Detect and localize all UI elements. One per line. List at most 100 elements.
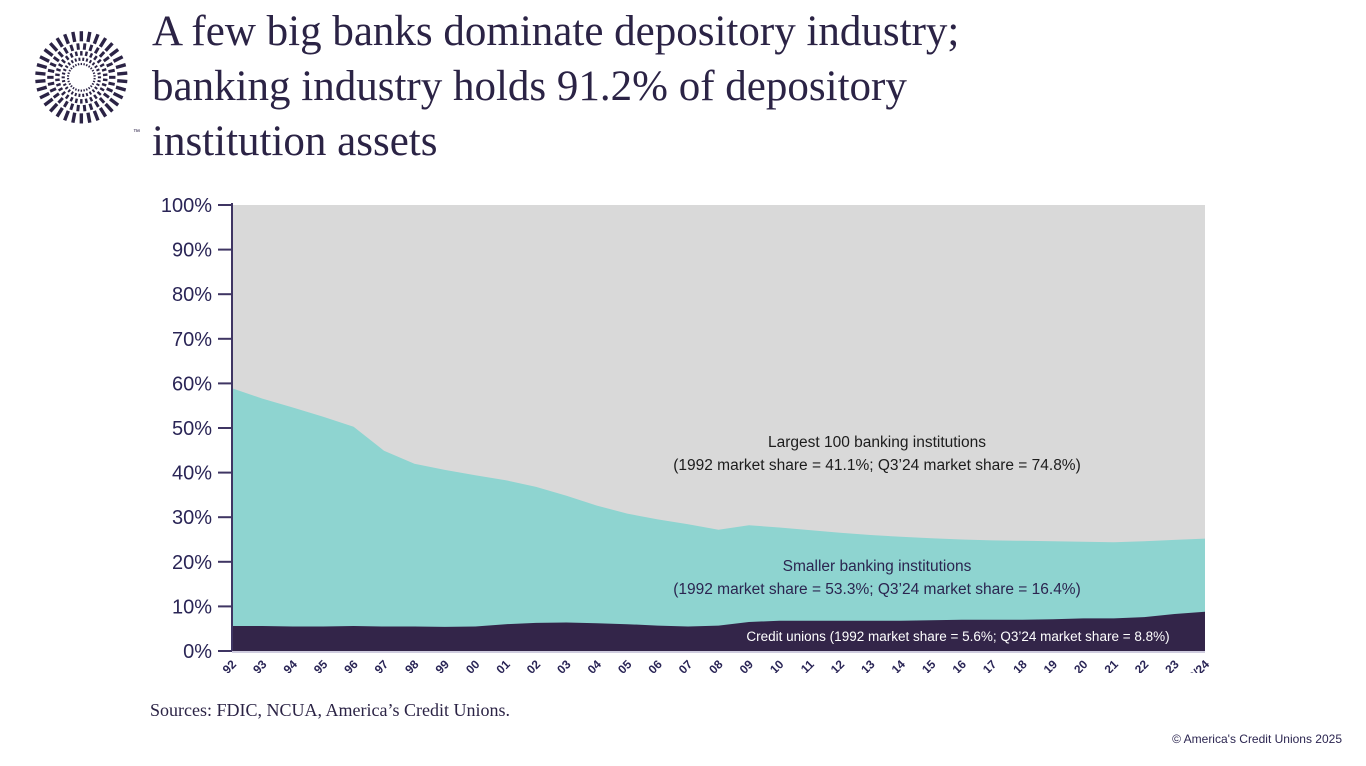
logo-dash [99,87,105,92]
logo-dash [67,72,70,75]
logo-dash [68,82,72,86]
x-axis-label: 98 [402,657,422,673]
logo-dash [35,78,46,84]
logo-dash [112,55,124,63]
logo-dash [85,92,89,97]
logo-dash [70,91,74,95]
logo-dash [61,79,66,83]
logo-dash [89,67,93,70]
x-axis-label: 93 [250,657,270,673]
logo-dash [48,42,59,52]
annotation-largest-banks-name: Largest 100 banking institutions [767,434,986,451]
y-axis-label: 50% [172,418,212,440]
logo-dash [71,112,77,123]
logo-dash [62,83,67,87]
annotation-credit-unions-text: Credit unions (1992 market share = 5.6%;… [746,629,1170,644]
logo-dash [99,63,105,68]
logo-dash [91,82,95,86]
logo-dash [55,68,62,72]
logo-sunburst-icon [35,31,128,124]
logo-dash [101,82,107,87]
x-axis-label: 09/24 [1181,657,1212,673]
x-axis-label: 08 [706,657,726,673]
x-axis-label: 02 [524,657,544,673]
annotation-smaller-banks-shares: (1992 market share = 53.3%; Q3’24 market… [673,580,1081,598]
y-axis-label: 20% [172,552,212,574]
logo-dash [55,107,64,118]
x-axis-label: 12 [828,657,848,673]
logo-dash [52,56,60,63]
x-axis-label: 06 [645,657,665,673]
logo-dash [49,87,57,93]
x-axis-label: 94 [281,657,301,673]
chart-area-smaller-banks [232,388,1205,651]
logo-dash [109,97,120,107]
logo-dash [98,96,106,104]
logo-dash [92,110,100,121]
logo-dash [88,59,93,64]
y-axis-label: 90% [172,240,212,262]
logo-dash [97,79,101,83]
logo-dash [55,37,64,48]
logo-dash [69,96,74,102]
x-axis-label: 09 [737,657,757,673]
logo-dash [109,48,120,57]
logo-dash [88,44,94,52]
logo-dash [64,94,70,100]
annotation-largest-banks-shares: (1992 market share = 41.1%; Q3’24 market… [673,456,1081,474]
logo-dash [91,62,96,66]
logo-dash [52,92,60,99]
x-axis-label: 18 [1010,657,1030,673]
annotation-smaller-banks: Smaller banking institutions (1992 marke… [552,556,1202,601]
logo-dash [82,104,87,112]
logo-dash [82,43,87,50]
y-axis-label: 60% [172,373,212,395]
logo-dash [108,68,116,74]
logo-dash [86,112,92,123]
chart-canvas: 0% 10% 20% 30% 40% 50% 60% 70% 80% 90% 100% 92 93 94 9… [161,195,1213,688]
x-axis-label: 99 [433,657,453,673]
logo-dash [88,103,94,111]
logo-dash [57,63,64,68]
logo-dash [74,51,79,57]
logo-dash [115,85,127,92]
logo-dash [47,68,55,74]
logo-dash [36,63,48,70]
logo-dash [67,88,71,93]
logo-dash [96,83,100,87]
x-axis-label: 92 [220,657,240,673]
y-axis-label: 30% [172,507,212,529]
logo-dash [57,50,64,58]
logo-dash [61,58,66,64]
logo-dash [91,69,95,72]
logo-dash [64,86,69,90]
logo-dash [84,51,88,57]
chart-area-credit-unions [232,611,1205,651]
logo-dash [92,80,96,83]
logo-dash [87,65,91,68]
logo-dash [64,55,70,61]
logo-dash [67,62,71,66]
x-axis-label: 19 [1041,657,1061,673]
x-axis-label: 20 [1071,657,1091,673]
logo-dash [92,72,96,75]
x-axis-label: 11 [798,657,817,673]
page-title: A few big banks dominate depository indu… [152,4,1302,169]
x-axis-label: 17 [980,657,1000,673]
x-axis-label: 97 [372,657,392,673]
logo-dash [67,80,70,83]
logo-dash [61,90,66,96]
logo-dash [98,37,108,48]
logo-dash [94,86,98,90]
logo-dash [43,48,54,57]
x-axis-label: 04 [585,657,605,673]
logo-dash [93,55,98,61]
annotation-largest-banks: Largest 100 banking institutions (1992 m… [552,432,1202,477]
logo-dash [72,86,75,90]
logo-dash [63,33,70,45]
logo-dash [39,55,50,63]
trademark-symbol: ™ [133,129,140,136]
sources-note: Sources: FDIC, NCUA, America’s Credit Un… [150,700,510,720]
x-axis-label: 95 [311,657,331,673]
